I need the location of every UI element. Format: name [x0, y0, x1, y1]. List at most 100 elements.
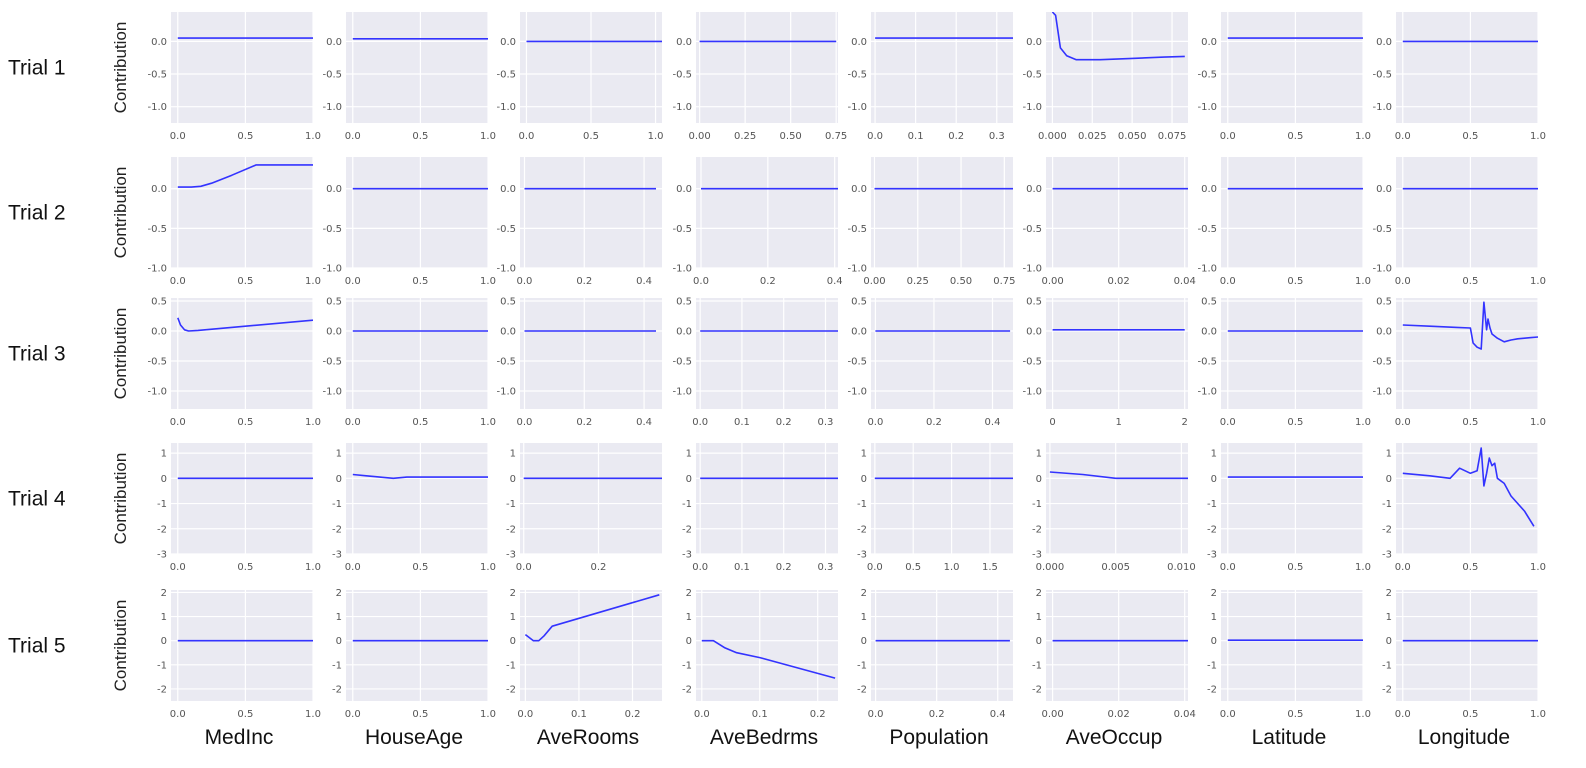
x-tick-label: 0.5 — [1287, 417, 1303, 428]
y-tick-label: -1 — [857, 499, 867, 510]
axes-background — [1221, 443, 1363, 554]
y-tick-label: 0.5 — [1026, 297, 1042, 308]
y-tick-label: -1.0 — [147, 264, 167, 275]
y-tick-label: -1 — [332, 660, 342, 671]
axes-background — [696, 298, 838, 409]
x-tick-label: 1.0 — [305, 709, 321, 720]
x-tick-label: 0.0 — [1395, 417, 1411, 428]
subplot-trial-1-avebedrms: 0.0 -0.5 -1.0 0.00 0.25 0.50 0.75 — [672, 12, 847, 142]
y-tick-label: -0.5 — [496, 224, 516, 235]
feature-label-avebedrms: AveBedrms — [710, 726, 818, 749]
y-tick-label: -1.0 — [672, 387, 692, 398]
x-tick-label: 0.3 — [818, 417, 834, 428]
subplot-trial-5-population: 2 1 0 -1 -2 0.0 0.2 0.4 — [857, 588, 1013, 720]
x-tick-label: 0.0 — [1395, 709, 1411, 720]
y-tick-label: -1 — [157, 499, 167, 510]
y-axis-label: Contribution — [111, 453, 130, 545]
y-tick-label: -2 — [157, 524, 167, 535]
axes-background — [346, 590, 488, 701]
y-tick-label: -0.5 — [672, 224, 692, 235]
x-tick-label: 1.0 — [480, 417, 496, 428]
x-tick-label: 0.4 — [827, 276, 843, 287]
feature-label-averooms: AveRooms — [537, 726, 639, 749]
x-tick-label: 0.02 — [1108, 276, 1130, 287]
subplot-trial-4-latitude: 1 0 -1 -2 -30.0 0.5 1.0 — [1207, 443, 1371, 573]
x-tick-label: 0.0 — [170, 131, 186, 142]
x-tick-label: 2 — [1182, 417, 1188, 428]
axes-background — [171, 590, 313, 701]
subplot-trial-2-averooms: 0.0-0.5-1.00.0 0.2 0.4 — [496, 157, 662, 287]
x-tick-label: 1.0 — [1530, 709, 1546, 720]
axes-background — [1046, 12, 1188, 123]
x-tick-label: 0.0 — [1220, 709, 1236, 720]
x-tick-label: 1.0 — [1355, 562, 1371, 573]
y-tick-label: -0.5 — [847, 70, 867, 81]
x-tick-label: 0.4 — [636, 417, 652, 428]
y-tick-label: -0.5 — [496, 357, 516, 368]
x-tick-label: 0.5 — [1462, 562, 1478, 573]
y-tick-label: -0.5 — [1197, 224, 1217, 235]
axes-background — [346, 12, 488, 123]
y-tick-label: 0.0 — [326, 184, 342, 195]
x-tick-label: 0.025 — [1078, 131, 1107, 142]
y-tick-label: -1 — [332, 499, 342, 510]
y-tick-label: 0 — [686, 636, 692, 647]
axes-background — [871, 298, 1013, 409]
y-tick-label: -1.0 — [847, 264, 867, 275]
subplot-trial-3-medinc: 0.5 0.0 -0.5 -1.0 0.0 0.5 1.0 — [147, 297, 320, 429]
x-tick-label: 0.5 — [237, 709, 253, 720]
x-tick-label: 1.0 — [305, 131, 321, 142]
axes-background — [171, 298, 313, 409]
x-tick-label: 0.5 — [1287, 131, 1303, 142]
y-tick-label: -1 — [1382, 499, 1392, 510]
y-tick-label: -2 — [1207, 524, 1217, 535]
x-tick-label: 1.0 — [305, 276, 321, 287]
y-tick-label: 0.0 — [851, 184, 867, 195]
y-tick-label: 0 — [336, 474, 342, 485]
y-tick-label: 0.0 — [151, 37, 167, 48]
y-tick-label: -0.5 — [147, 357, 167, 368]
x-tick-label: 0.2 — [776, 562, 792, 573]
x-tick-label: 0.5 — [1462, 709, 1478, 720]
subplot-trial-4-houseage: 1 0 -1 -2 -30.0 0.5 1.0 — [332, 443, 496, 573]
y-tick-label: -1 — [682, 499, 692, 510]
contribution-line-medinc — [177, 317, 313, 332]
x-tick-label: 1.0 — [1530, 276, 1546, 287]
x-tick-label: 1.0 — [1530, 562, 1546, 573]
y-tick-label: -0.5 — [672, 357, 692, 368]
x-tick-label: 0.1 — [734, 562, 750, 573]
y-tick-label: 0 — [510, 474, 516, 485]
axes-background — [696, 157, 838, 268]
y-tick-label: 0 — [1036, 474, 1042, 485]
y-tick-label: -0.5 — [1022, 224, 1042, 235]
y-tick-label: -1.0 — [496, 264, 516, 275]
x-tick-label: 1.0 — [1355, 709, 1371, 720]
axes-background — [1396, 443, 1538, 554]
x-tick-label: 0.2 — [776, 417, 792, 428]
feature-label-latitude: Latitude — [1252, 726, 1327, 749]
x-tick-label: 0.010 — [1167, 562, 1196, 573]
subplot-trial-2-aveoccup: 0.0 -0.5 -1.00.00 0.02 0.04 — [1022, 157, 1196, 287]
x-tick-label: 1.0 — [305, 562, 321, 573]
y-tick-label: 0.0 — [500, 37, 516, 48]
x-tick-label: 0.0 — [345, 417, 361, 428]
x-tick-label: 0.1 — [571, 709, 587, 720]
y-tick-label: 1 — [336, 449, 342, 460]
x-tick-label: 0.0 — [517, 276, 533, 287]
y-tick-label: -0.5 — [1372, 70, 1392, 81]
x-tick-label: 0.000 — [1038, 131, 1067, 142]
x-tick-label: 0.0 — [1395, 276, 1411, 287]
y-tick-label: -2 — [332, 524, 342, 535]
x-tick-label: 0.5 — [583, 131, 599, 142]
x-tick-label: 0.04 — [1174, 709, 1196, 720]
y-tick-label: 1 — [1036, 612, 1042, 623]
y-tick-label: 2 — [861, 588, 867, 599]
y-tick-label: -1.0 — [1372, 102, 1392, 113]
y-tick-label: -0.5 — [1022, 357, 1042, 368]
x-tick-label: 0.0 — [867, 131, 883, 142]
x-tick-label: 0.2 — [576, 276, 592, 287]
x-tick-label: 0.5 — [905, 562, 921, 573]
x-tick-label: 0.005 — [1101, 562, 1130, 573]
subplot-trial-3-avebedrms: 0.5 0.0 -0.5 -1.0 0.0 0.1 0.2 0.3 — [672, 297, 838, 428]
